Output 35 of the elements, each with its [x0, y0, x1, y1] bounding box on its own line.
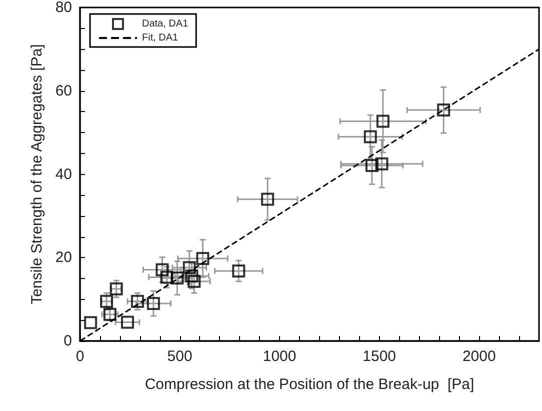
y-axis-title: Tensile Strength of the Aggregates [Pa] — [28, 44, 46, 304]
point — [84, 316, 98, 330]
point — [103, 308, 116, 321]
point — [364, 130, 377, 144]
point — [146, 296, 160, 310]
point — [160, 270, 174, 284]
point — [196, 252, 210, 265]
x-tick-label: 2000 — [462, 348, 496, 365]
point — [232, 264, 246, 278]
y-tick-label: 20 — [55, 249, 72, 266]
x-tick-label: 1500 — [362, 348, 396, 365]
point — [185, 269, 198, 282]
y-tick-label: 0 — [64, 332, 72, 350]
point — [110, 282, 123, 296]
point — [120, 316, 134, 329]
point — [261, 192, 274, 206]
point — [170, 272, 184, 285]
x-tick-label: 0 — [76, 348, 84, 365]
y-tick-label: 80 — [55, 0, 72, 16]
point — [376, 114, 390, 128]
legend-label: Data, DA1 — [142, 18, 189, 30]
y-tick-label: 60 — [55, 82, 72, 100]
point — [156, 263, 169, 276]
point — [375, 157, 388, 170]
point — [365, 158, 378, 172]
point — [188, 274, 201, 288]
point — [100, 294, 114, 308]
x-axis-title: Compression at the Position of the Break-up [Pa] — [144, 376, 474, 393]
point — [437, 104, 450, 117]
point — [182, 261, 196, 274]
legend-label: Fit, DA1 — [142, 32, 179, 44]
y-tick-label: 40 — [55, 166, 72, 183]
point — [130, 294, 144, 308]
x-tick-label: 1000 — [262, 348, 296, 365]
x-tick-label: 500 — [167, 348, 192, 365]
